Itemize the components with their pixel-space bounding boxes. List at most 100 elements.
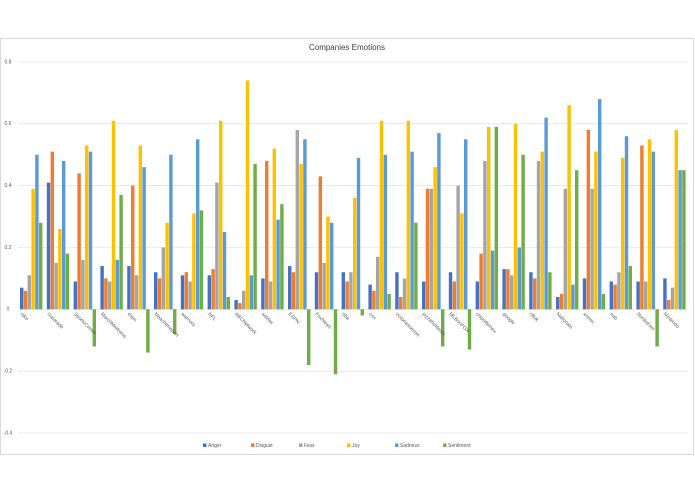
- bar: [146, 309, 150, 353]
- bar: [483, 160, 487, 310]
- y-tick-label: 0.6: [5, 121, 12, 127]
- bar: [422, 281, 426, 310]
- bar: [85, 145, 89, 310]
- bar: [513, 123, 518, 310]
- bar: [360, 309, 365, 316]
- y-tick-label: 0: [7, 307, 10, 313]
- bar: [272, 148, 277, 310]
- bar: [188, 281, 192, 310]
- bar: [487, 126, 491, 310]
- bar: [303, 139, 307, 310]
- bar: [299, 164, 303, 310]
- bar: [88, 151, 93, 310]
- bar: [253, 164, 257, 310]
- bar: [111, 120, 116, 310]
- bar: [180, 275, 185, 310]
- bar: [77, 173, 81, 310]
- bar: [219, 120, 223, 310]
- bar: [544, 117, 548, 310]
- bar: [410, 151, 414, 310]
- y-tick-label: -0.4: [4, 430, 13, 436]
- bar: [395, 272, 399, 310]
- bar: [494, 126, 499, 310]
- bar: [621, 157, 625, 310]
- bar: [318, 176, 323, 310]
- bar: [556, 296, 560, 310]
- bar: [291, 272, 296, 310]
- bar: [670, 287, 675, 310]
- legend-swatch: [395, 443, 399, 447]
- bar: [463, 139, 468, 310]
- bar: [663, 278, 667, 310]
- bar: [333, 309, 338, 375]
- bar: [437, 133, 441, 310]
- bar: [226, 296, 231, 310]
- bar: [31, 188, 35, 310]
- bar: [127, 266, 131, 310]
- bar: [406, 120, 411, 310]
- x-tick-label: nab: [608, 311, 618, 321]
- bar: [563, 188, 568, 310]
- bar: [326, 216, 330, 310]
- bar: [601, 293, 606, 310]
- bar: [329, 222, 334, 310]
- x-tick-label: nba: [340, 311, 350, 321]
- x-tick-label: cnn: [367, 311, 377, 321]
- bar: [242, 290, 246, 310]
- bar: [517, 247, 522, 310]
- bar: [440, 309, 445, 347]
- bar: [199, 210, 204, 310]
- y-tick-label: -0.2: [4, 368, 13, 374]
- legend-swatch: [347, 443, 351, 447]
- bar: [288, 266, 292, 310]
- bar: [314, 272, 319, 310]
- bar: [20, 287, 24, 310]
- bar: [23, 290, 28, 310]
- bar: [73, 281, 78, 310]
- legend-label: Joy: [352, 443, 360, 449]
- bar: [624, 136, 629, 310]
- bar: [65, 253, 70, 310]
- bar: [119, 194, 123, 310]
- bar: [161, 247, 166, 310]
- bar: [211, 269, 215, 310]
- bar: [58, 228, 62, 310]
- bar: [184, 272, 189, 310]
- bar: [383, 154, 388, 310]
- bar: [467, 309, 472, 350]
- bar: [100, 266, 104, 310]
- bar: [540, 151, 545, 310]
- bar: [456, 185, 460, 310]
- bar: [667, 300, 671, 310]
- bar: [613, 284, 617, 310]
- bar: [138, 145, 143, 310]
- bar: [265, 160, 269, 310]
- bar: [245, 80, 250, 310]
- bar: [521, 154, 525, 310]
- y-tick-label: 0.4: [5, 183, 12, 189]
- bar: [529, 272, 533, 310]
- bar: [597, 99, 602, 310]
- bar: [582, 278, 587, 310]
- bar: [165, 222, 169, 310]
- bar: [172, 309, 177, 335]
- bar: [674, 130, 679, 310]
- bar: [280, 204, 284, 310]
- bar: [548, 272, 552, 310]
- bar: [502, 269, 506, 310]
- bar: [38, 222, 43, 310]
- bar: [234, 300, 238, 310]
- bar: [192, 213, 196, 310]
- legend-swatch: [299, 443, 303, 447]
- bar: [27, 275, 32, 310]
- bar: [268, 281, 273, 310]
- legend-swatch: [443, 443, 447, 447]
- bar: [506, 269, 510, 310]
- bar: [341, 272, 346, 310]
- bar: [35, 154, 39, 310]
- bar: [636, 281, 640, 310]
- legend-swatch: [251, 443, 255, 447]
- bar: [108, 281, 112, 310]
- bar: [682, 170, 686, 310]
